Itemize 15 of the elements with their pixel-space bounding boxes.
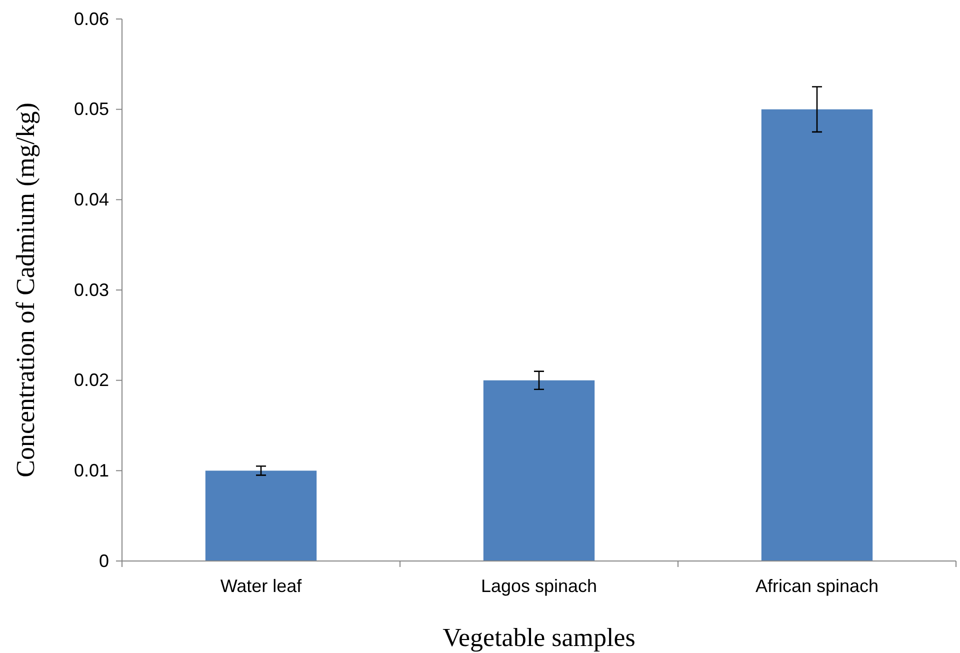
- y-tick-label: 0.01: [74, 460, 109, 480]
- bar: [483, 380, 595, 561]
- bar: [761, 109, 873, 561]
- y-tick-label: 0.06: [74, 8, 109, 29]
- y-tick-label: 0: [98, 550, 109, 571]
- y-tick-label: 0.05: [74, 99, 109, 120]
- y-axis-title: Concentration of Cadmium (mg/kg): [11, 102, 40, 478]
- x-axis-title: Vegetable samples: [442, 623, 636, 652]
- y-tick-label: 0.04: [74, 189, 109, 210]
- y-tick-label: 0.03: [74, 280, 109, 300]
- x-tick-label: Lagos spinach: [480, 576, 598, 596]
- bar: [205, 470, 317, 561]
- x-tick-label: African spinach: [755, 576, 879, 596]
- y-tick-label: 0.02: [74, 370, 109, 390]
- x-tick-label: Water leaf: [220, 576, 303, 596]
